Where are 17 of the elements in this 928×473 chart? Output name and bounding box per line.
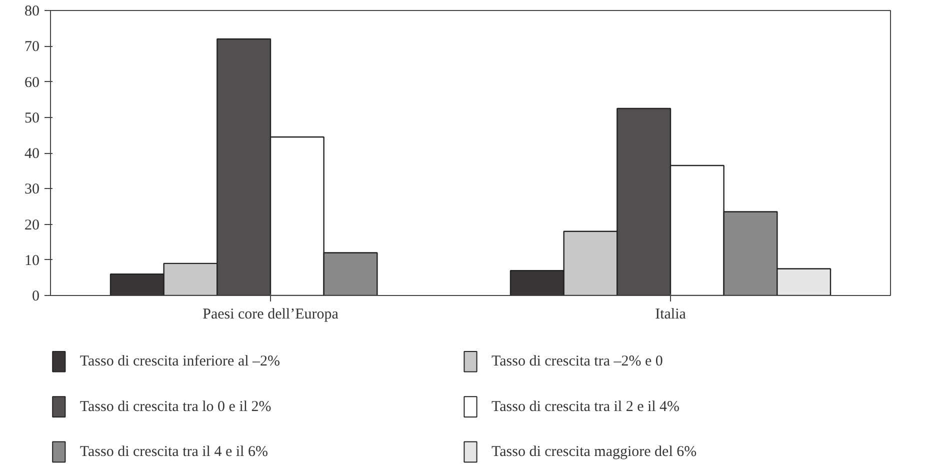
y-tick-label: 20 xyxy=(24,217,40,234)
legend-label: Tasso di crescita inferiore al –2% xyxy=(80,354,280,370)
y-tick-label: 70 xyxy=(24,39,40,56)
y-tick-label: 0 xyxy=(32,288,40,304)
x-tick-label: Paesi core dell’Europa xyxy=(202,306,339,322)
y-tick-label: 50 xyxy=(24,110,40,126)
legend-label: Tasso di crescita maggiore del 6% xyxy=(492,444,697,460)
y-tick-label: 10 xyxy=(24,252,40,269)
legend-label: Tasso di crescita tra –2% e 0 xyxy=(492,354,663,370)
y-tick-label: 30 xyxy=(24,182,40,198)
legend-label: Tasso di crescita tra il 2 e il 4% xyxy=(492,398,680,415)
y-tick-label: 80 xyxy=(24,4,40,20)
x-tick-label: Italia xyxy=(655,306,686,322)
y-tick-label: 60 xyxy=(24,74,40,91)
y-tick-label: 40 xyxy=(24,146,40,162)
legend-label: Tasso di crescita tra il 4 e il 6% xyxy=(80,444,268,460)
legend-label: Tasso di crescita tra lo 0 e il 2% xyxy=(80,398,272,415)
